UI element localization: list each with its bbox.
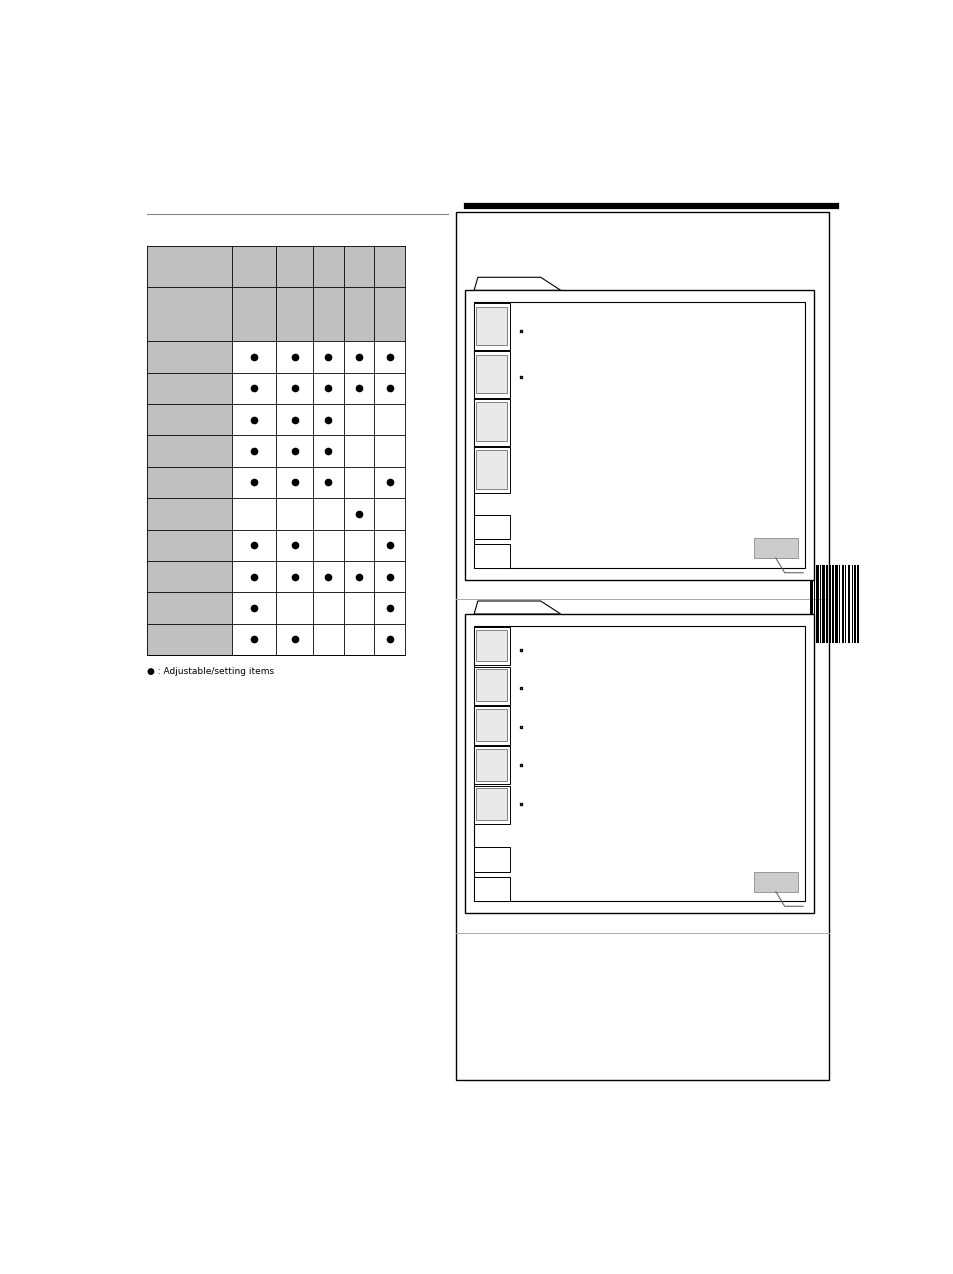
Bar: [474, 303, 509, 350]
Bar: [476, 354, 507, 392]
Bar: [474, 786, 509, 824]
Bar: [474, 706, 509, 745]
Polygon shape: [474, 278, 560, 290]
Bar: [232, 246, 405, 287]
Bar: [857, 564, 858, 643]
Bar: [838, 564, 840, 643]
Bar: [809, 564, 812, 643]
Bar: [834, 564, 837, 643]
Bar: [232, 287, 405, 341]
Bar: [474, 877, 509, 902]
Bar: [474, 352, 509, 397]
Polygon shape: [474, 601, 560, 614]
Bar: [853, 564, 856, 643]
Bar: [474, 302, 804, 568]
Bar: [474, 666, 509, 705]
Bar: [474, 544, 509, 568]
Bar: [851, 564, 852, 643]
Bar: [476, 629, 507, 661]
Bar: [860, 564, 862, 643]
Bar: [476, 669, 507, 701]
Bar: [476, 450, 507, 489]
Bar: [465, 614, 813, 913]
Bar: [474, 626, 804, 902]
Bar: [474, 847, 509, 871]
Bar: [474, 447, 509, 493]
Bar: [841, 564, 842, 643]
Bar: [476, 307, 507, 345]
Bar: [474, 627, 509, 665]
Text: ● : Adjustable/setting items: ● : Adjustable/setting items: [147, 666, 274, 676]
Bar: [831, 564, 833, 643]
Bar: [476, 403, 507, 441]
Bar: [753, 539, 797, 558]
Bar: [476, 710, 507, 740]
Bar: [813, 564, 815, 643]
Bar: [816, 564, 818, 643]
Bar: [476, 749, 507, 781]
Bar: [456, 211, 828, 1080]
Bar: [474, 515, 509, 539]
Bar: [828, 564, 830, 643]
Bar: [147, 246, 232, 655]
Bar: [825, 564, 827, 643]
Bar: [465, 290, 813, 580]
Bar: [476, 789, 507, 820]
Bar: [844, 564, 845, 643]
Bar: [474, 399, 509, 446]
Bar: [753, 871, 797, 892]
Bar: [474, 747, 509, 785]
Bar: [821, 564, 824, 643]
Bar: [846, 564, 849, 643]
Bar: [819, 564, 821, 643]
